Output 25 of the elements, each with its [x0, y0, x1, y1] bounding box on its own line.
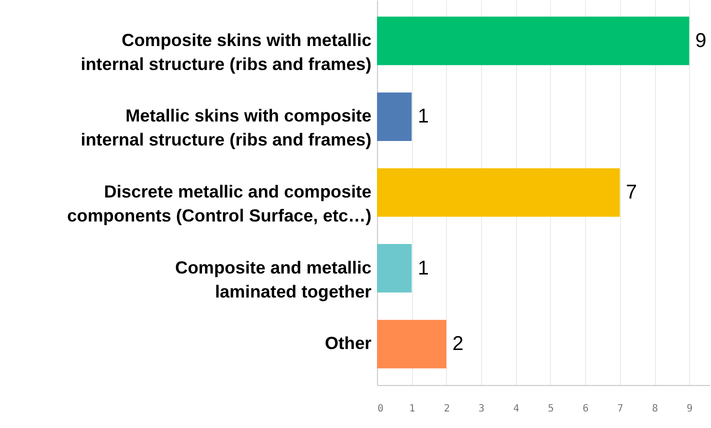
data-label: 7	[626, 182, 637, 204]
x-tick-label: 9	[686, 404, 693, 414]
y-tick-label: Composite and metallic laminated together	[175, 257, 372, 302]
data-label: 1	[418, 257, 429, 280]
data-label: 2	[452, 333, 464, 356]
data-label: 1	[418, 106, 429, 128]
y-tick-label: Discrete metallic and composite components (Control Surface, etc…)	[67, 182, 372, 226]
y-tick-label: Composite skins with metallic internal structure (ribs and frames)	[80, 30, 372, 74]
x-tick-label: 8	[652, 404, 658, 414]
bar	[377, 92, 412, 141]
y-tick-label: Other	[324, 333, 372, 354]
x-tick-label: 7	[617, 404, 624, 414]
y-tick-label: Metallic skins with composite internal structure (ribs and frames)	[80, 106, 372, 150]
x-tick-label: 2	[444, 404, 450, 414]
bar	[377, 320, 446, 368]
x-tick-label: 4	[513, 404, 520, 414]
bar	[377, 244, 412, 293]
x-tick-label: 1	[409, 404, 416, 414]
bar	[377, 168, 620, 217]
x-tick-label: 6	[582, 404, 589, 414]
x-tick-label: 5	[548, 404, 554, 414]
bar	[377, 16, 690, 66]
x-tick-label: 0	[378, 404, 384, 414]
x-tick-label: 3	[478, 404, 485, 414]
data-label: 9	[695, 30, 706, 52]
